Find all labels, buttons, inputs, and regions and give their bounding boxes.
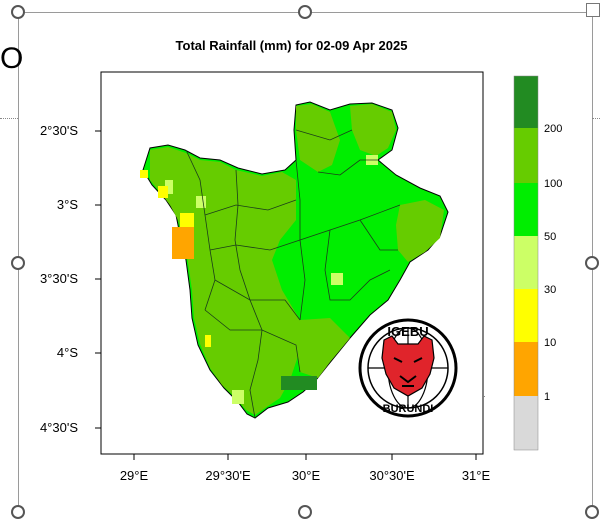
- x-tick-label: 30°30'E: [369, 468, 415, 483]
- x-tick-label: 29°E: [119, 468, 149, 483]
- class-30-50-patch: [232, 390, 244, 404]
- class-30-50-patch: [331, 273, 343, 285]
- legend-label: 10: [544, 337, 557, 349]
- class-100-200-south: [296, 318, 350, 378]
- y-tick-label: 4°S: [56, 345, 78, 360]
- chart-title: Total Rainfall (mm) for 02-09 Apr 2025: [175, 38, 408, 53]
- class-10-30-patch: [205, 335, 211, 347]
- x-tick-label: 30°E: [291, 468, 321, 483]
- logo-top-text: IGEBU: [387, 324, 428, 339]
- y-tick-label: 4°30'S: [39, 420, 78, 435]
- resize-handle-top-middle[interactable]: [298, 5, 312, 19]
- x-tick-label: 31°E: [461, 468, 491, 483]
- leopard-head-icon: [381, 335, 435, 397]
- guide-dotted-left: [0, 118, 18, 119]
- y-tick-label: 3°30'S: [39, 271, 78, 286]
- class-100-200-east: [396, 200, 444, 262]
- guide-dotted-right: [592, 118, 600, 119]
- legend-swatch-100-200: [514, 128, 538, 183]
- resize-handle-middle-left[interactable]: [11, 256, 25, 270]
- legend-label: 50: [544, 231, 557, 243]
- legend-swatch-over-200: [514, 76, 538, 128]
- class-10-30-patch: [140, 170, 148, 178]
- legend-swatch-50-100: [514, 183, 538, 236]
- class-30-50-patch: [165, 180, 173, 194]
- class-100-200-north: [296, 104, 340, 172]
- class-10-30-patch: [180, 213, 194, 227]
- legend-swatch-1-10: [514, 342, 538, 396]
- legend-swatch-under-1: [514, 396, 538, 450]
- class-10-30-patch: [158, 186, 168, 198]
- igebu-logo: IGEBU BURUNDI: [358, 318, 458, 418]
- class-30-50-patch: [196, 196, 206, 208]
- legend-label: 30: [544, 284, 557, 296]
- province-boundaries: [185, 129, 401, 419]
- legend-swatch-10-30: [514, 289, 538, 342]
- colorbar: [513, 75, 539, 451]
- class-100-200-northeast: [350, 104, 396, 156]
- legend-label: 1: [544, 391, 551, 403]
- axis-ticks: [95, 130, 477, 460]
- legend-label: 100: [544, 178, 563, 190]
- class-over-200-patch: [281, 376, 317, 390]
- x-tick-label: 29°30'E: [205, 468, 251, 483]
- resize-handle-middle-right[interactable]: [585, 256, 599, 270]
- y-tick-label: 2°30'S: [39, 123, 78, 138]
- y-tick-label: 3°S: [56, 197, 78, 212]
- resize-handle-top-left[interactable]: [11, 5, 25, 19]
- legend-swatch-30-50: [514, 236, 538, 289]
- class-1-10-patch: [172, 227, 194, 259]
- legend-label: 200: [544, 123, 563, 135]
- logo-bottom-text: BURUNDI: [383, 403, 434, 415]
- adjacent-slide-text: O: [0, 42, 24, 75]
